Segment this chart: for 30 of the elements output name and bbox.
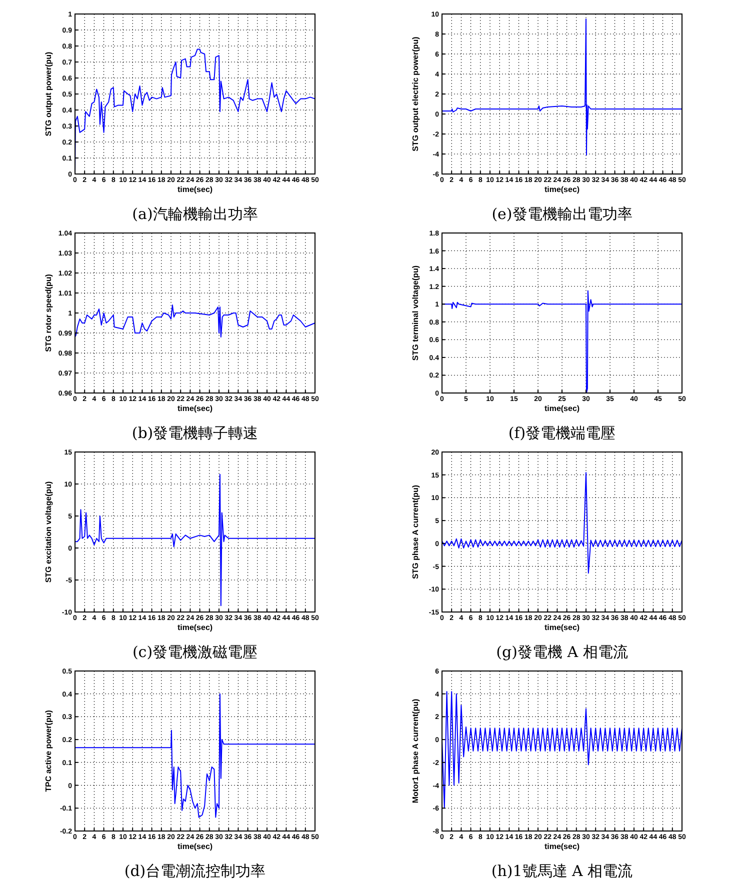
x-axis-title: time(sec): [544, 185, 580, 194]
x-axis-title: time(sec): [544, 404, 580, 413]
y-axis-title: Motor1 phase A current(pu): [411, 698, 420, 804]
text: (h)1號馬達 A 相電流: [491, 862, 633, 880]
y-axis-title: STG output electric power(pu): [411, 36, 420, 152]
line-series: [442, 691, 682, 809]
line-series: [442, 472, 682, 574]
x-axis-title: time(sec): [544, 623, 580, 632]
y-axis-title: STG phase A current(pu): [411, 484, 420, 580]
text: (b)發電機轉子轉速: [132, 424, 258, 442]
y-axis-title: STG output power(pu): [44, 51, 53, 136]
line-series: [74, 693, 316, 818]
x-axis-title: time(sec): [177, 842, 213, 851]
text: (f)發電機端電壓: [508, 424, 616, 442]
text: (g)發電機 A 相電流: [496, 643, 628, 661]
text: (e)發電機輸出電功率: [492, 205, 632, 223]
x-axis-title: time(sec): [177, 623, 213, 632]
text: (a)汽輪機輸出功率: [132, 205, 258, 223]
x-axis-title: time(sec): [177, 404, 213, 413]
y-axis-title: STG terminal voltage(pu): [411, 265, 420, 361]
text: (c)發電機激磁電壓: [132, 643, 258, 661]
y-axis-title: TPC active power(pu): [44, 710, 53, 792]
y-axis-title: STG rotor speed(pu): [44, 274, 53, 352]
line-series: [442, 18, 682, 156]
line-series: [74, 474, 316, 606]
text: (d)台電潮流控制功率: [124, 862, 266, 880]
line-series: [74, 304, 316, 338]
x-axis-title: time(sec): [177, 185, 213, 194]
y-axis-title: STG excitation voltage(pu): [44, 480, 53, 583]
x-axis-title: time(sec): [544, 842, 580, 851]
